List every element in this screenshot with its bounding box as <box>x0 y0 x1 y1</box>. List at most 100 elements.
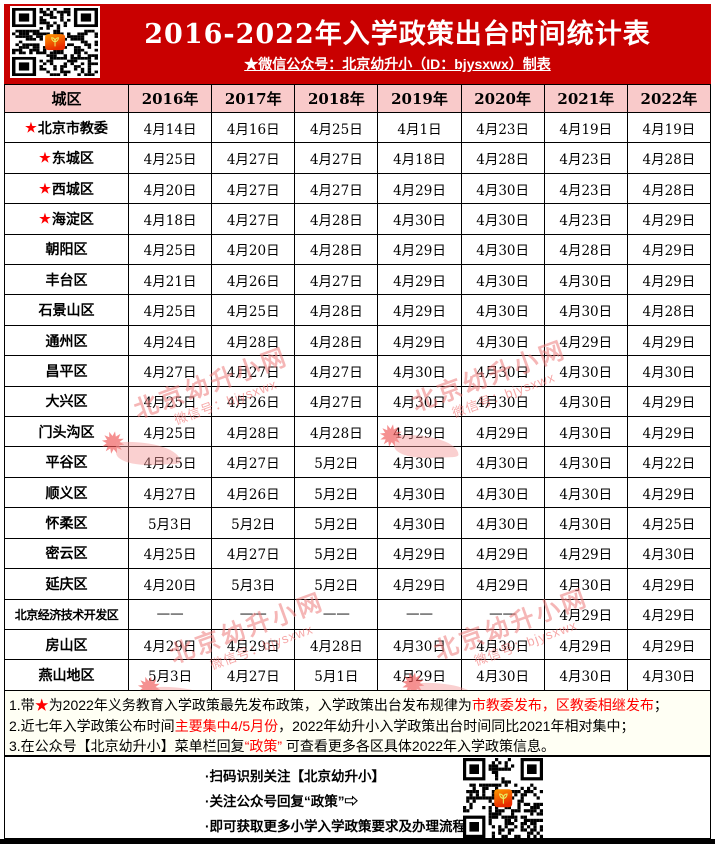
district-cell: 昌平区 <box>5 356 129 387</box>
follow-instruction-line: ·关注公众号回复“政策”⇨ <box>205 794 358 809</box>
district-cell: 丰台区 <box>5 265 129 296</box>
qr-code-top <box>10 6 100 78</box>
star-icon: ★ <box>39 150 51 166</box>
district-cell: ★ 北京市教委 <box>5 113 129 144</box>
district-cell: 延庆区 <box>5 569 129 600</box>
date-cell: 4月30日 <box>461 234 545 266</box>
date-cell: —— <box>212 599 296 630</box>
date-cell: 5月2日 <box>295 477 379 509</box>
date-cell: 4月28日 <box>212 325 296 357</box>
date-cell: 4月30日 <box>544 295 628 326</box>
district-cell: 燕山地区 <box>5 660 129 691</box>
date-cell: 4月25日 <box>212 295 296 326</box>
date-cell: 4月23日 <box>544 204 628 235</box>
date-cell: 4月28日 <box>627 173 711 205</box>
date-cell: 4月28日 <box>295 234 379 266</box>
district-cell: 平谷区 <box>5 447 129 478</box>
bottom-divider <box>0 839 715 844</box>
date-cell: 4月30日 <box>378 629 462 661</box>
date-cell: 4月30日 <box>544 508 628 539</box>
column-header-year: 2020年 <box>461 85 545 113</box>
date-cell: 4月25日 <box>295 113 379 144</box>
date-cell: 4月30日 <box>461 265 545 296</box>
date-cell: 4月30日 <box>627 538 711 570</box>
date-cell: 4月29日 <box>461 538 545 570</box>
district-cell: 门头沟区 <box>5 417 129 448</box>
date-cell: 4月29日 <box>129 629 213 661</box>
date-cell: 4月16日 <box>212 113 296 144</box>
date-cell: 4月30日 <box>461 356 545 387</box>
date-cell: 4月23日 <box>544 173 628 205</box>
district-cell: ★ 西城区 <box>5 173 129 205</box>
date-cell: 4月29日 <box>627 325 711 357</box>
notes-box: 1.带★为2022年义务教育入学政策最先发布政策，入学政策出台发布规律为市教委发… <box>4 690 711 756</box>
qr-code-bottom <box>463 758 543 838</box>
date-cell: 4月27日 <box>212 143 296 174</box>
date-cell: 4月30日 <box>544 477 628 509</box>
date-cell: 4月29日 <box>544 325 628 357</box>
date-cell: 4月27日 <box>295 386 379 418</box>
date-cell: 4月27日 <box>212 660 296 691</box>
date-cell: 4月27日 <box>212 173 296 205</box>
date-cell: 4月29日 <box>627 234 711 266</box>
date-cell: 4月25日 <box>129 295 213 326</box>
column-header-year: 2022年 <box>627 85 711 113</box>
note-line: 1.带★为2022年义务教育入学政策最先发布政策，入学政策出台发布规律为市教委发… <box>9 697 668 713</box>
district-cell: ★ 海淀区 <box>5 204 129 235</box>
date-cell: 4月30日 <box>461 629 545 661</box>
follow-instruction-line: ·扫码识别关注【北京幼升小】 <box>205 769 385 784</box>
date-cell: 5月3日 <box>212 569 296 600</box>
policy-table: 城区 2016年 2017年 2018年 2019年 2020年 2021年 2022年 ★ 北京… <box>4 84 711 691</box>
star-icon: ★ <box>25 119 37 135</box>
date-cell: 4月18日 <box>129 204 213 235</box>
date-cell: 4月29日 <box>544 629 628 661</box>
date-cell: 4月28日 <box>295 629 379 661</box>
date-cell: 4月29日 <box>378 173 462 205</box>
date-cell: 4月30日 <box>378 386 462 418</box>
date-cell: 4月29日 <box>378 417 462 448</box>
date-cell: 5月2日 <box>295 569 379 600</box>
date-cell: 4月29日 <box>627 386 711 418</box>
date-cell: 4月27日 <box>295 265 379 296</box>
date-cell: 4月25日 <box>129 386 213 418</box>
star-icon: ★ <box>39 210 51 226</box>
date-cell: 4月27日 <box>129 356 213 387</box>
date-cell: 4月30日 <box>461 660 545 691</box>
district-cell: 大兴区 <box>5 386 129 418</box>
date-cell: —— <box>129 599 213 630</box>
date-cell: 4月25日 <box>129 417 213 448</box>
date-cell: 4月30日 <box>378 447 462 478</box>
date-cell: 4月20日 <box>212 234 296 266</box>
district-cell: 房山区 <box>5 629 129 661</box>
note-line: 3.在公众号【北京幼升小】菜单栏回复“政策” 可查看更多各区具体2022年入学政… <box>9 738 556 754</box>
date-cell: 4月25日 <box>627 508 711 539</box>
date-cell: 4月28日 <box>627 295 711 326</box>
date-cell: 4月28日 <box>295 417 379 448</box>
star-icon: ★ <box>39 180 51 196</box>
date-cell: 4月30日 <box>544 417 628 448</box>
date-cell: 4月25日 <box>129 447 213 478</box>
date-cell: —— <box>295 599 379 630</box>
date-cell: 4月29日 <box>461 569 545 600</box>
date-cell: 4月30日 <box>544 569 628 600</box>
date-cell: 4月29日 <box>627 417 711 448</box>
date-cell: 4月29日 <box>461 417 545 448</box>
date-cell: 4月28日 <box>295 204 379 235</box>
column-header-district: 城区 <box>5 85 129 113</box>
date-cell: 4月19日 <box>627 113 711 144</box>
date-cell: 5月2日 <box>295 508 379 539</box>
district-cell: 朝阳区 <box>5 234 129 266</box>
date-cell: 4月29日 <box>378 265 462 296</box>
date-cell: 4月29日 <box>627 477 711 509</box>
date-cell: 4月29日 <box>627 204 711 235</box>
date-cell: 4月23日 <box>461 113 545 144</box>
date-cell: 4月26日 <box>212 386 296 418</box>
date-cell: 4月30日 <box>461 325 545 357</box>
date-cell: 4月27日 <box>295 173 379 205</box>
date-cell: 5月1日 <box>295 660 379 691</box>
date-cell: 4月30日 <box>544 386 628 418</box>
district-cell: 石景山区 <box>5 295 129 326</box>
date-cell: 4月20日 <box>129 569 213 600</box>
date-cell: 4月28日 <box>295 295 379 326</box>
